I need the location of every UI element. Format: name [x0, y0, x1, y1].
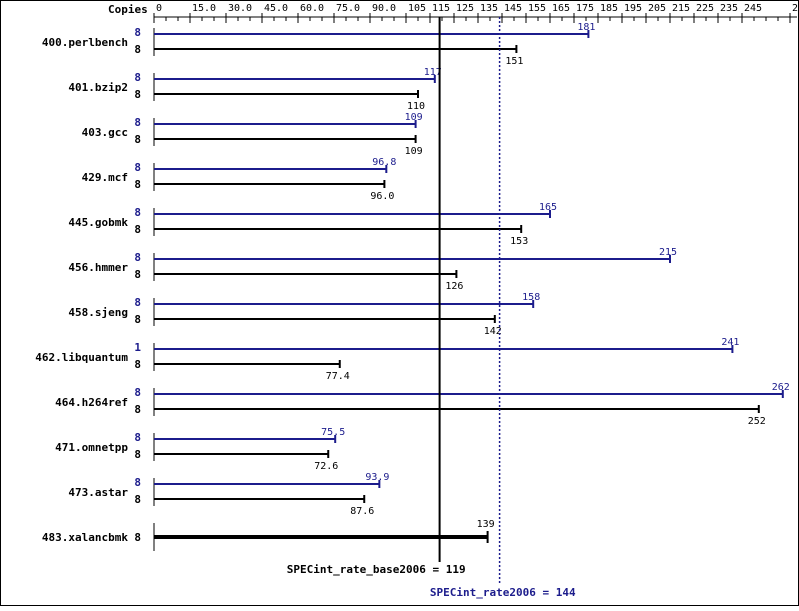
- base-copies: 8: [134, 178, 141, 191]
- tick-label: 155: [528, 3, 546, 14]
- base-value-label: 252: [748, 416, 766, 427]
- peak-copies: 8: [134, 476, 141, 489]
- peak-copies: 8: [134, 71, 141, 84]
- tick-label: 265: [792, 3, 799, 14]
- base-copies: 8: [134, 313, 141, 326]
- tick-label: 165: [552, 3, 570, 14]
- tick-label: 75.0: [336, 3, 360, 14]
- peak-copies: 8: [134, 116, 141, 129]
- base-value-label: 96.0: [370, 191, 394, 202]
- benchmark-label: 458.sjeng: [68, 306, 128, 319]
- benchmark-label: 483.xalancbmk: [42, 531, 128, 544]
- peak-copies: 8: [134, 26, 141, 39]
- tick-label: 235: [720, 3, 738, 14]
- peak-value-label: 181: [577, 22, 595, 33]
- base-copies: 8: [134, 531, 141, 544]
- tick-label: 205: [648, 3, 666, 14]
- benchmark-label: 464.h264ref: [55, 396, 128, 409]
- benchmark-label: 400.perlbench: [42, 36, 128, 49]
- peak-copies: 1: [134, 341, 141, 354]
- peak-value-label: 96.8: [372, 157, 396, 168]
- tick-label: 225: [696, 3, 714, 14]
- peak-value-label: 117: [424, 67, 442, 78]
- base-copies: 8: [134, 403, 141, 416]
- base-copies: 8: [134, 493, 141, 506]
- tick-label: 90.0: [372, 3, 396, 14]
- benchmark-label: 456.hmmer: [68, 261, 128, 274]
- peak-value-label: 75.5: [321, 427, 345, 438]
- base-value-label: 109: [405, 146, 423, 157]
- benchmark-label: 473.astar: [68, 486, 128, 499]
- tick-label: 60.0: [300, 3, 324, 14]
- peak-value-label: 215: [659, 247, 677, 258]
- base-value-label: 151: [505, 56, 523, 67]
- base-value-label: 87.6: [350, 506, 374, 517]
- tick-label: 0: [156, 3, 162, 14]
- benchmark-label: 429.mcf: [82, 171, 128, 184]
- base-value-label: 77.4: [326, 371, 350, 382]
- peak-value-label: 158: [522, 292, 540, 303]
- base-value-label: 142: [484, 326, 502, 337]
- tick-label: 175: [576, 3, 594, 14]
- benchmark-label: 471.omnetpp: [55, 441, 128, 454]
- tick-label: 105: [408, 3, 426, 14]
- base-copies: 8: [134, 133, 141, 146]
- peak-value-label: 93.9: [365, 472, 389, 483]
- tick-label: 145: [504, 3, 522, 14]
- base-value-label: 72.6: [314, 461, 338, 472]
- peak-copies: 8: [134, 206, 141, 219]
- peak-value-label: 241: [721, 337, 739, 348]
- benchmark-label: 401.bzip2: [68, 81, 128, 94]
- benchmark-label: 403.gcc: [82, 126, 128, 139]
- axis-title-copies: Copies: [108, 3, 148, 16]
- peak-value-label: 262: [772, 382, 790, 393]
- tick-label: 135: [480, 3, 498, 14]
- peak-copies: 8: [134, 161, 141, 174]
- tick-label: 185: [600, 3, 618, 14]
- tick-label: 245: [744, 3, 762, 14]
- peak-copies: 8: [134, 431, 141, 444]
- tick-label: 45.0: [264, 3, 288, 14]
- base-value-label: 110: [407, 101, 425, 112]
- peak-value-label: 165: [539, 202, 557, 213]
- tick-label: 15.0: [192, 3, 216, 14]
- tick-label: 125: [456, 3, 474, 14]
- base-copies: 8: [134, 448, 141, 461]
- peak-copies: 8: [134, 251, 141, 264]
- tick-label: 215: [672, 3, 690, 14]
- peak-copies: 8: [134, 386, 141, 399]
- base-copies: 8: [134, 223, 141, 236]
- base-summary-label: SPECint_rate_base2006 = 119: [287, 563, 466, 576]
- tick-label: 115: [432, 3, 450, 14]
- base-value-label: 139: [477, 519, 495, 530]
- base-copies: 8: [134, 358, 141, 371]
- tick-label: 30.0: [228, 3, 252, 14]
- benchmark-label: 445.gobmk: [68, 216, 128, 229]
- base-value-label: 126: [445, 281, 463, 292]
- base-value-label: 153: [510, 236, 528, 247]
- tick-label: 195: [624, 3, 642, 14]
- base-copies: 8: [134, 88, 141, 101]
- benchmark-label: 462.libquantum: [35, 351, 128, 364]
- peak-summary-label: SPECint_rate2006 = 144: [430, 586, 576, 599]
- base-copies: 8: [134, 43, 141, 56]
- peak-copies: 8: [134, 296, 141, 309]
- peak-value-label: 109: [405, 112, 423, 123]
- base-copies: 8: [134, 268, 141, 281]
